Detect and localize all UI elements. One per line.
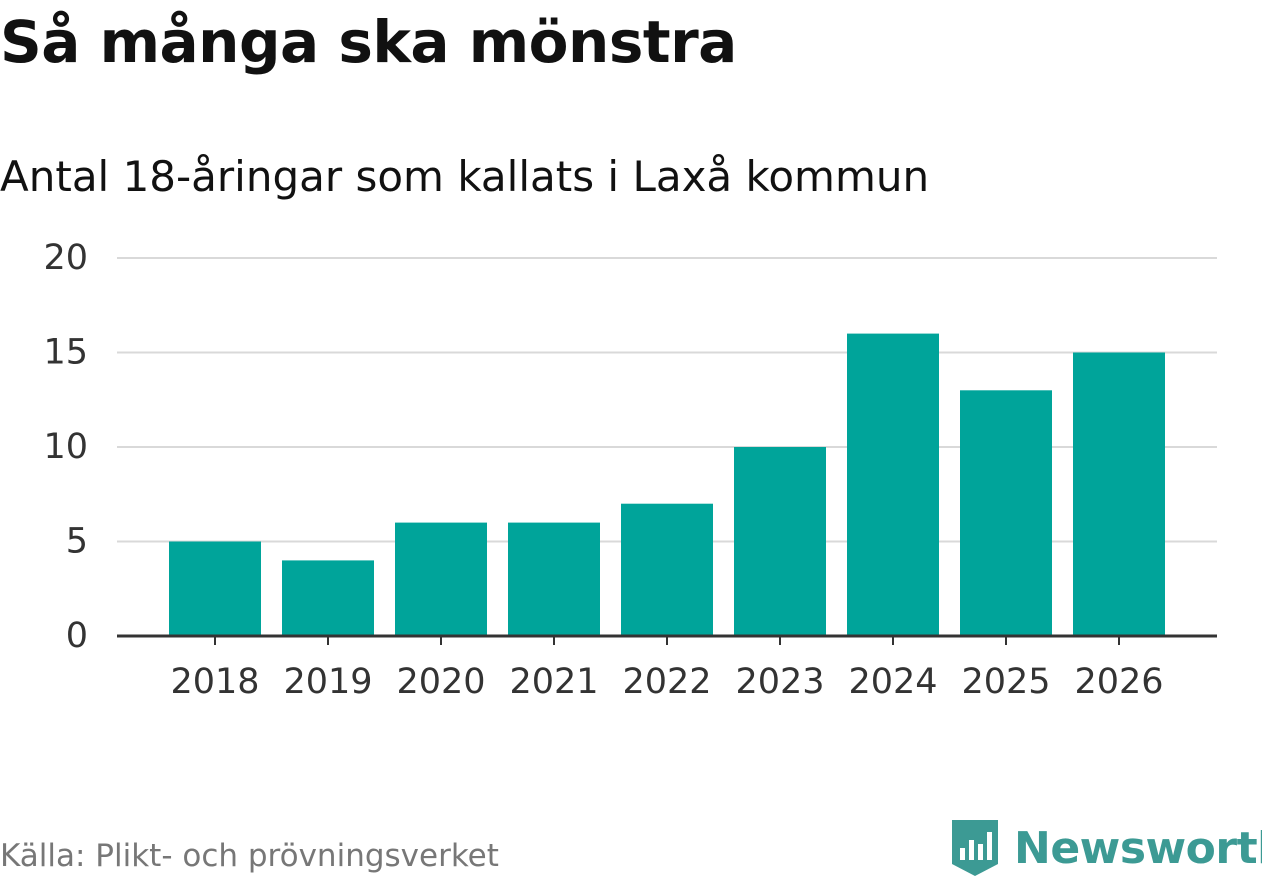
y-tick-label: 0 [66, 616, 88, 656]
bar [282, 560, 374, 636]
tick-labels: 0 5 10 15 20 2018 2019 2020 2021 2022 2023 2024 2025… [43, 238, 1163, 702]
x-tick-label: 2020 [396, 662, 485, 702]
x-tick-label: 2026 [1074, 662, 1163, 702]
y-tick-label: 15 [43, 333, 88, 373]
chart-title: Så många ska mönstra [0, 8, 737, 76]
bar [1073, 352, 1165, 636]
bar [621, 503, 713, 636]
brand-logo: Newsworthy [950, 818, 1262, 878]
x-tick-label: 2019 [283, 662, 372, 702]
bar [508, 522, 600, 636]
brand-name: Newsworthy [1014, 822, 1262, 874]
bar [847, 333, 939, 636]
bar [395, 522, 487, 636]
x-tick-label: 2024 [848, 662, 937, 702]
y-tick-label: 10 [43, 427, 88, 467]
x-tick-label: 2021 [509, 662, 598, 702]
y-tick-label: 5 [66, 522, 88, 562]
source-note: Källa: Plikt- och prövningsverket [0, 838, 499, 874]
bar [734, 447, 826, 636]
x-tick-label: 2018 [170, 662, 259, 702]
axes [117, 634, 1217, 645]
x-tick-label: 2022 [622, 662, 711, 702]
x-tick-label: 2025 [961, 662, 1050, 702]
bar [960, 390, 1052, 636]
y-tick-label: 20 [43, 238, 88, 278]
newsworthy-logo-icon [952, 820, 998, 876]
bars [169, 333, 1165, 636]
chart-subtitle: Antal 18-åringar som kallats i Laxå komm… [0, 152, 930, 201]
x-tick-label: 2023 [735, 662, 824, 702]
bar [169, 541, 261, 636]
